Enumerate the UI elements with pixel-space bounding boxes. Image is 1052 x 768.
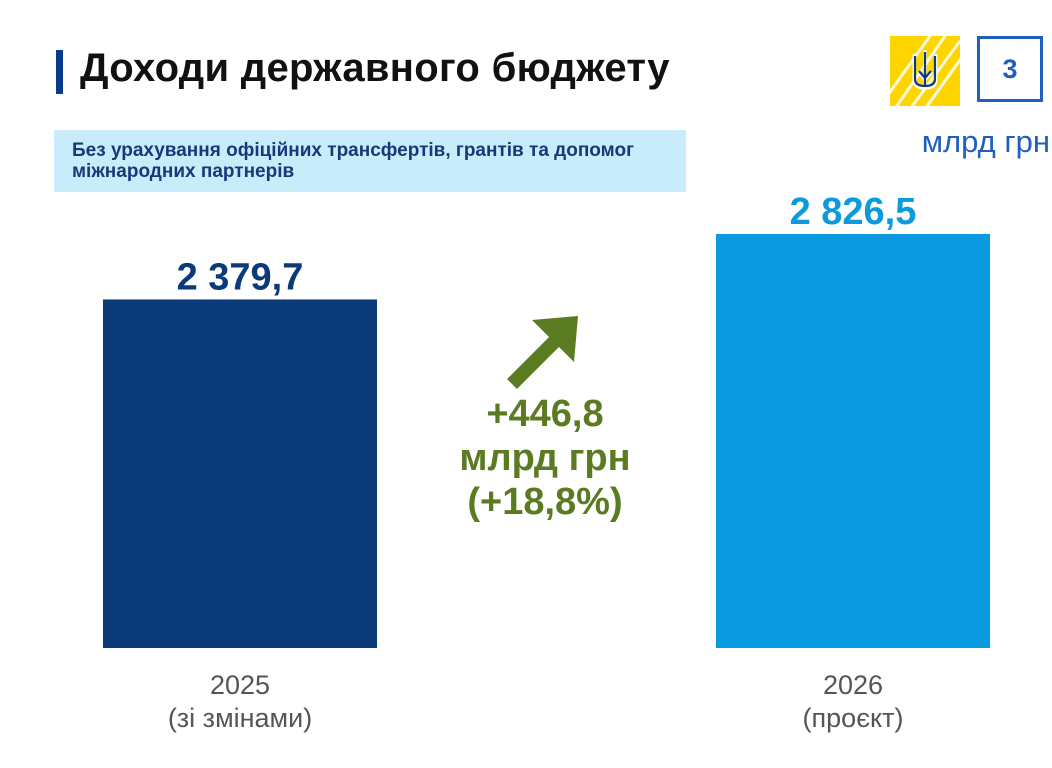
emblem-drawing bbox=[890, 36, 960, 106]
arrow-up-right-icon bbox=[507, 316, 578, 389]
bar-0 bbox=[103, 299, 377, 648]
page-title: Доходи державного бюджету bbox=[80, 46, 670, 90]
change-amount: +446,8 bbox=[486, 393, 604, 435]
ukraine-emblem-icon bbox=[890, 36, 960, 106]
bar-value-label-1: 2 826,5 bbox=[790, 191, 917, 233]
change-percent: (+18,8%) bbox=[467, 481, 623, 523]
page-number-badge: 3 bbox=[977, 36, 1043, 102]
category-label-1-line-1: (проєкт) bbox=[803, 703, 904, 733]
title-accent-bar bbox=[56, 50, 63, 94]
category-label-0-line-1: (зі змінами) bbox=[168, 703, 312, 733]
note-text: Без урахування офіційних трансфертів, гр… bbox=[72, 140, 634, 182]
change-summary: +446,8 млрд грн (+18,8%) bbox=[430, 392, 660, 524]
bar-1 bbox=[716, 234, 990, 648]
bar-value-label-0: 2 379,7 bbox=[177, 256, 304, 298]
category-label-0-line-0: 2025 bbox=[210, 670, 270, 700]
change-unit: млрд грн bbox=[459, 437, 631, 479]
note-box: Без урахування офіційних трансфертів, гр… bbox=[54, 130, 686, 192]
category-label-1-line-0: 2026 bbox=[823, 670, 883, 700]
unit-label: млрд грн bbox=[921, 124, 1050, 159]
